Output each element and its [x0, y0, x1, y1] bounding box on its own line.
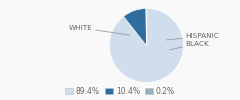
Legend: 89.4%, 10.4%, 0.2%: 89.4%, 10.4%, 0.2% [62, 83, 178, 99]
Text: BLACK: BLACK [169, 41, 209, 50]
Text: HISPANIC: HISPANIC [167, 33, 219, 40]
Wedge shape [109, 8, 183, 82]
Text: WHITE: WHITE [69, 25, 130, 35]
Wedge shape [124, 8, 146, 46]
